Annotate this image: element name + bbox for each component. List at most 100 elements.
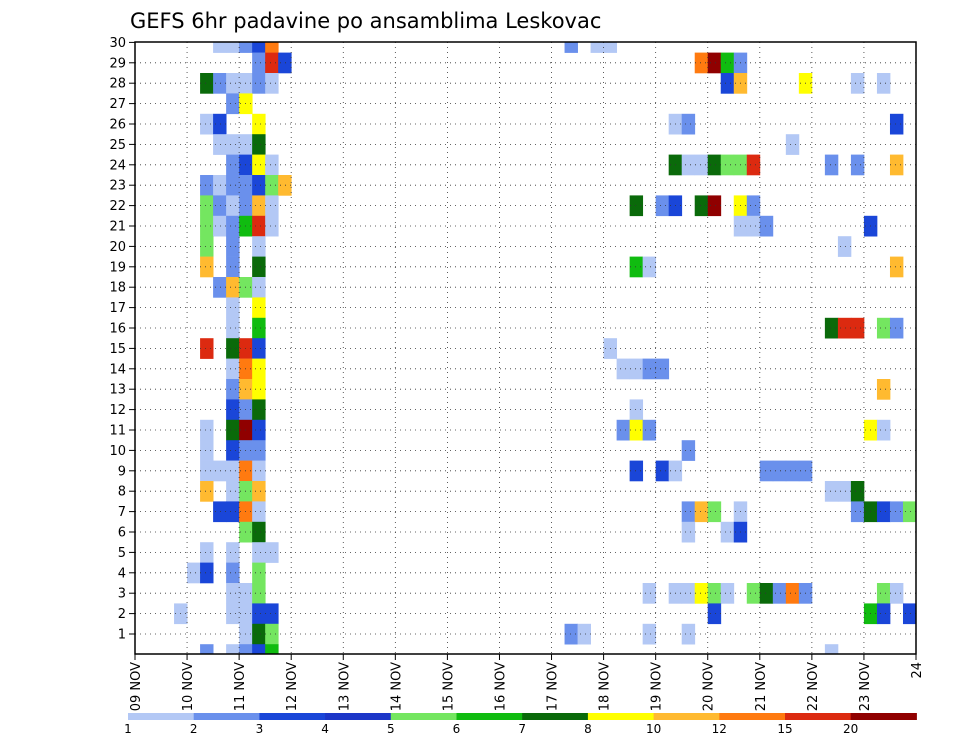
heatmap-cell <box>200 195 214 217</box>
y-tick-label: 23 <box>109 179 126 194</box>
heatmap-cell <box>252 195 266 217</box>
heatmap-cell <box>616 419 631 441</box>
heatmap-cell <box>616 358 631 380</box>
heatmap-cell <box>226 460 240 482</box>
heatmap-cell <box>876 501 891 523</box>
heatmap-cell <box>629 399 644 421</box>
heatmap-cell <box>824 317 839 339</box>
heatmap-cell <box>200 236 214 257</box>
heatmap-cell <box>252 134 266 155</box>
heatmap-cell <box>265 644 279 655</box>
heatmap-cell <box>252 154 266 176</box>
heatmap-cell <box>824 154 839 176</box>
x-tick-label: 24 <box>910 662 925 679</box>
heatmap-cell <box>720 52 735 74</box>
heatmap-cell <box>200 542 214 563</box>
legend-swatch <box>259 713 326 720</box>
heatmap-cell <box>200 73 214 94</box>
legend-label: 3 <box>256 722 264 736</box>
heatmap-cell <box>213 215 227 237</box>
heatmap-cell <box>265 215 279 237</box>
heatmap-cell <box>850 154 865 176</box>
heatmap-cell <box>642 358 657 380</box>
y-tick-label: 24 <box>109 158 126 173</box>
heatmap-cell <box>746 154 761 176</box>
x-tick-label: 11 NOV <box>233 662 248 711</box>
heatmap-cell <box>889 501 904 523</box>
heatmap-cell <box>629 460 644 482</box>
heatmap-cell <box>746 195 761 217</box>
y-tick-label: 1 <box>118 628 126 643</box>
heatmap-cell <box>265 542 279 563</box>
heatmap-cell <box>226 42 240 53</box>
heatmap-cell <box>200 562 214 584</box>
legend-swatch <box>522 713 589 720</box>
heatmap-cell <box>226 542 240 563</box>
legend-label: 20 <box>843 722 858 736</box>
y-tick-label: 7 <box>118 505 126 520</box>
x-tick-label: 22 NOV <box>806 662 821 711</box>
heatmap-cell <box>226 175 240 196</box>
y-tick-label: 10 <box>109 444 126 459</box>
heatmap-cell <box>629 256 644 278</box>
heatmap-cell <box>200 644 214 655</box>
heatmap-cell <box>226 583 240 604</box>
heatmap-cell <box>226 297 240 319</box>
x-tick-label: 10 NOV <box>181 662 196 711</box>
y-tick-label: 8 <box>118 485 126 500</box>
heatmap-cell <box>265 175 279 196</box>
legend-label: 15 <box>777 722 792 736</box>
heatmap-cell <box>590 42 604 53</box>
heatmap-cell <box>629 358 644 380</box>
x-tick-label: 09 NOV <box>129 662 144 711</box>
heatmap-cell <box>213 175 227 196</box>
heatmap-cell <box>252 542 266 563</box>
heatmap-cell <box>876 583 891 604</box>
x-tick-label: 16 NOV <box>493 662 508 711</box>
x-tick-label: 21 NOV <box>754 662 769 711</box>
color-legend: 1 2 3 4 5 6 7 8 10 12 15 20 <box>124 713 917 736</box>
y-tick-label: 3 <box>118 587 126 602</box>
heatmap-cell <box>720 583 735 604</box>
legend-label: 10 <box>646 722 661 736</box>
heatmap-cell <box>681 583 696 604</box>
y-tick-label: 28 <box>109 77 126 92</box>
heatmap-cell <box>642 623 657 645</box>
heatmap-cell <box>252 52 266 74</box>
heatmap-cell <box>655 460 670 482</box>
heatmap-cell <box>681 154 696 176</box>
heatmap-cell <box>226 603 240 625</box>
heatmap-cell <box>694 501 709 523</box>
heatmap-cell <box>200 215 214 237</box>
heatmap-cell <box>213 277 227 298</box>
heatmap-cells <box>174 42 917 655</box>
heatmap-cell <box>213 460 227 482</box>
heatmap-cell <box>265 42 279 53</box>
heatmap-cell <box>265 52 279 74</box>
heatmap-cell <box>278 175 292 196</box>
heatmap-cell <box>200 256 214 278</box>
heatmap-cell <box>850 501 865 523</box>
heatmap-cell <box>265 154 279 176</box>
heatmap-cell <box>265 623 279 645</box>
legend-label: 12 <box>712 722 727 736</box>
heatmap-cell <box>226 134 240 155</box>
heatmap-cell <box>824 644 839 655</box>
heatmap-cell <box>252 277 266 298</box>
heatmap-cell <box>265 73 279 94</box>
y-tick-label: 17 <box>109 301 126 316</box>
heatmap-cell <box>837 317 852 339</box>
legend-swatch <box>785 713 852 720</box>
legend-label: 6 <box>453 722 461 736</box>
heatmap-cell <box>252 501 266 523</box>
legend-swatch <box>587 713 655 720</box>
heatmap-cell <box>200 481 214 502</box>
heatmap-cell <box>239 644 253 655</box>
y-tick-label: 4 <box>118 566 126 581</box>
heatmap-cell <box>681 521 696 543</box>
heatmap-cell <box>850 73 865 94</box>
heatmap-cell <box>252 358 266 380</box>
heatmap-cell <box>577 623 591 645</box>
heatmap-cell <box>889 317 904 339</box>
y-tick-label: 16 <box>109 322 126 337</box>
